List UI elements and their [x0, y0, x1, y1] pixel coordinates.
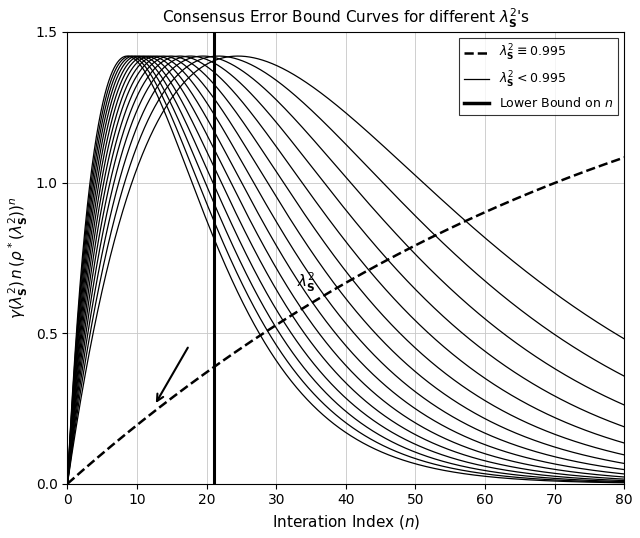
Legend: $\lambda_{\mathbf{S}}^2 \equiv 0.995$, $\lambda_{\mathbf{S}}^2 < 0.995$, Lower B: $\lambda_{\mathbf{S}}^2 \equiv 0.995$, $… — [459, 38, 618, 115]
Text: $\lambda_{\mathbf{S}}^2$: $\lambda_{\mathbf{S}}^2$ — [297, 271, 316, 294]
Title: Consensus Error Bound Curves for different $\lambda_{\mathbf{S}}^2$'s: Consensus Error Bound Curves for differe… — [162, 7, 530, 30]
Y-axis label: $\gamma(\lambda_{\mathbf{S}}^2)\, n\, (\rho^*(\lambda_{\mathbf{S}}^2))^n$: $\gamma(\lambda_{\mathbf{S}}^2)\, n\, (\… — [7, 196, 30, 319]
X-axis label: Interation Index $(n)$: Interation Index $(n)$ — [271, 513, 420, 531]
